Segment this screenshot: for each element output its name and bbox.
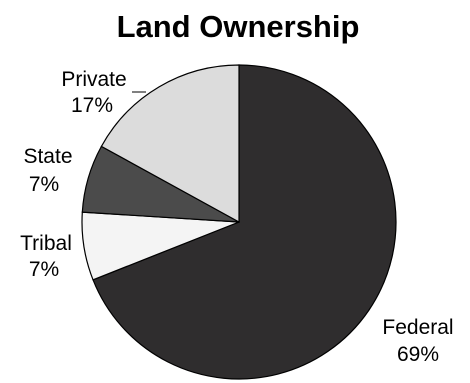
- slice-label-state: State: [23, 145, 72, 168]
- pie-slices: [81, 64, 397, 380]
- slice-value-tribal: 7%: [29, 258, 59, 281]
- slice-label-tribal: Tribal: [20, 232, 72, 255]
- slice-value-state: 7%: [29, 173, 59, 196]
- slice-value-federal: 69%: [397, 343, 439, 366]
- pie-slice-private: [100, 64, 240, 224]
- chart-title: Land Ownership: [117, 9, 360, 44]
- slice-value-private: 17%: [71, 94, 113, 117]
- pie-slice-federal: [92, 64, 397, 380]
- slice-label-private: Private: [61, 68, 126, 91]
- slice-label-federal: Federal: [382, 316, 453, 339]
